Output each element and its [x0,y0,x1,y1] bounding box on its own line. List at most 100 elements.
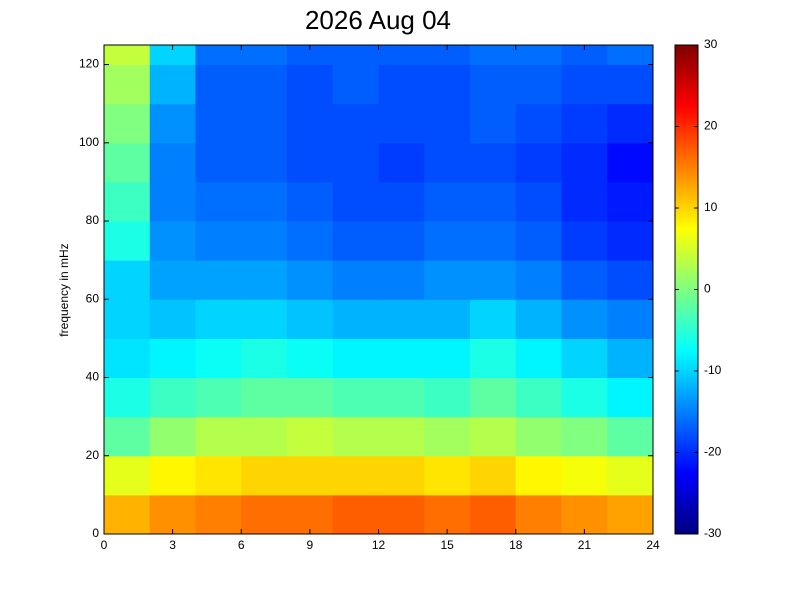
colorbar-tick-label: -10 [704,363,722,377]
heat-cell [241,64,288,105]
colorbar-tick-label: -30 [704,526,722,540]
heat-cell [241,45,288,66]
heat-cell [241,494,288,535]
heat-cell [607,416,654,457]
heat-cell [515,64,562,105]
heat-cell [287,494,334,535]
heat-cell [149,416,196,457]
heat-cell [195,494,242,535]
heat-cell [378,103,425,144]
heat-cell [104,377,151,418]
x-tick-label: 6 [238,538,245,552]
heat-cell [470,455,517,496]
heat-cell [287,377,334,418]
heat-cell [607,64,654,105]
heat-cell [607,494,654,535]
heat-cell [287,64,334,105]
heat-cell [515,181,562,222]
x-tick-label: 18 [509,538,523,552]
heat-cell [515,377,562,418]
heat-cell [104,299,151,339]
heat-cell [424,181,471,222]
heat-cell [104,455,151,496]
heat-cell [195,142,242,183]
heat-cell [104,103,151,144]
heat-cell [424,45,471,66]
heat-cell [424,494,471,535]
heat-cell [470,338,517,379]
heat-cell [561,299,608,339]
heat-cell [195,103,242,144]
heat-cell [515,142,562,183]
x-tick-label: 0 [101,538,108,552]
heat-cell [149,221,196,261]
heat-cell [195,377,242,418]
heat-cell [332,338,379,379]
heat-cell [241,299,288,339]
heat-cell [378,181,425,222]
heat-cell [424,416,471,457]
heat-cell [149,45,196,66]
colorbar-tick-label: -20 [704,445,722,459]
y-tick-label: 40 [86,370,100,384]
heat-cell [241,221,288,261]
x-tick-label: 12 [372,538,386,552]
heat-cell [561,260,608,300]
heat-cell [607,455,654,496]
heat-cell [195,45,242,66]
x-tick-label: 15 [440,538,454,552]
heat-cell [470,260,517,300]
heat-cell [515,103,562,144]
heat-cell [241,103,288,144]
heat-cell [149,377,196,418]
heat-cell [515,338,562,379]
heat-cell [241,260,288,300]
colorbar-tick-label: 0 [704,282,711,296]
heat-cell [378,142,425,183]
chart-title: 2026 Aug 04 [305,5,451,35]
heat-cell [104,181,151,222]
heat-cell [332,494,379,535]
heat-cell [561,181,608,222]
heat-cell [607,299,654,339]
heat-cell [470,103,517,144]
heat-cell [332,142,379,183]
y-tick-label: 20 [86,448,100,462]
heat-cell [104,64,151,105]
heat-cell [561,494,608,535]
x-tick-label: 21 [578,538,592,552]
heat-cell [332,45,379,66]
heat-cell [332,64,379,105]
heat-cell [378,260,425,300]
heat-cell [561,455,608,496]
heat-cell [104,45,151,66]
heat-cell [470,494,517,535]
heat-cell [515,299,562,339]
heat-cell [149,103,196,144]
heat-cell [378,64,425,105]
heat-cell [470,181,517,222]
heat-cell [332,455,379,496]
heat-cell [104,494,151,535]
heat-cell [332,221,379,261]
heat-cell [561,103,608,144]
heat-cell [607,103,654,144]
heat-cell [287,455,334,496]
heat-cell [287,260,334,300]
heat-cell [195,260,242,300]
heat-cell [149,299,196,339]
heat-cell [149,455,196,496]
heat-cell [195,338,242,379]
x-tick-label: 24 [646,538,660,552]
heat-cell [607,338,654,379]
heat-cell [287,338,334,379]
heat-cell [149,338,196,379]
heat-cell [287,45,334,66]
heat-cell [104,338,151,379]
heat-cell [470,299,517,339]
heat-cell [515,45,562,66]
heat-cell [607,221,654,261]
y-tick-label: 80 [86,213,100,227]
